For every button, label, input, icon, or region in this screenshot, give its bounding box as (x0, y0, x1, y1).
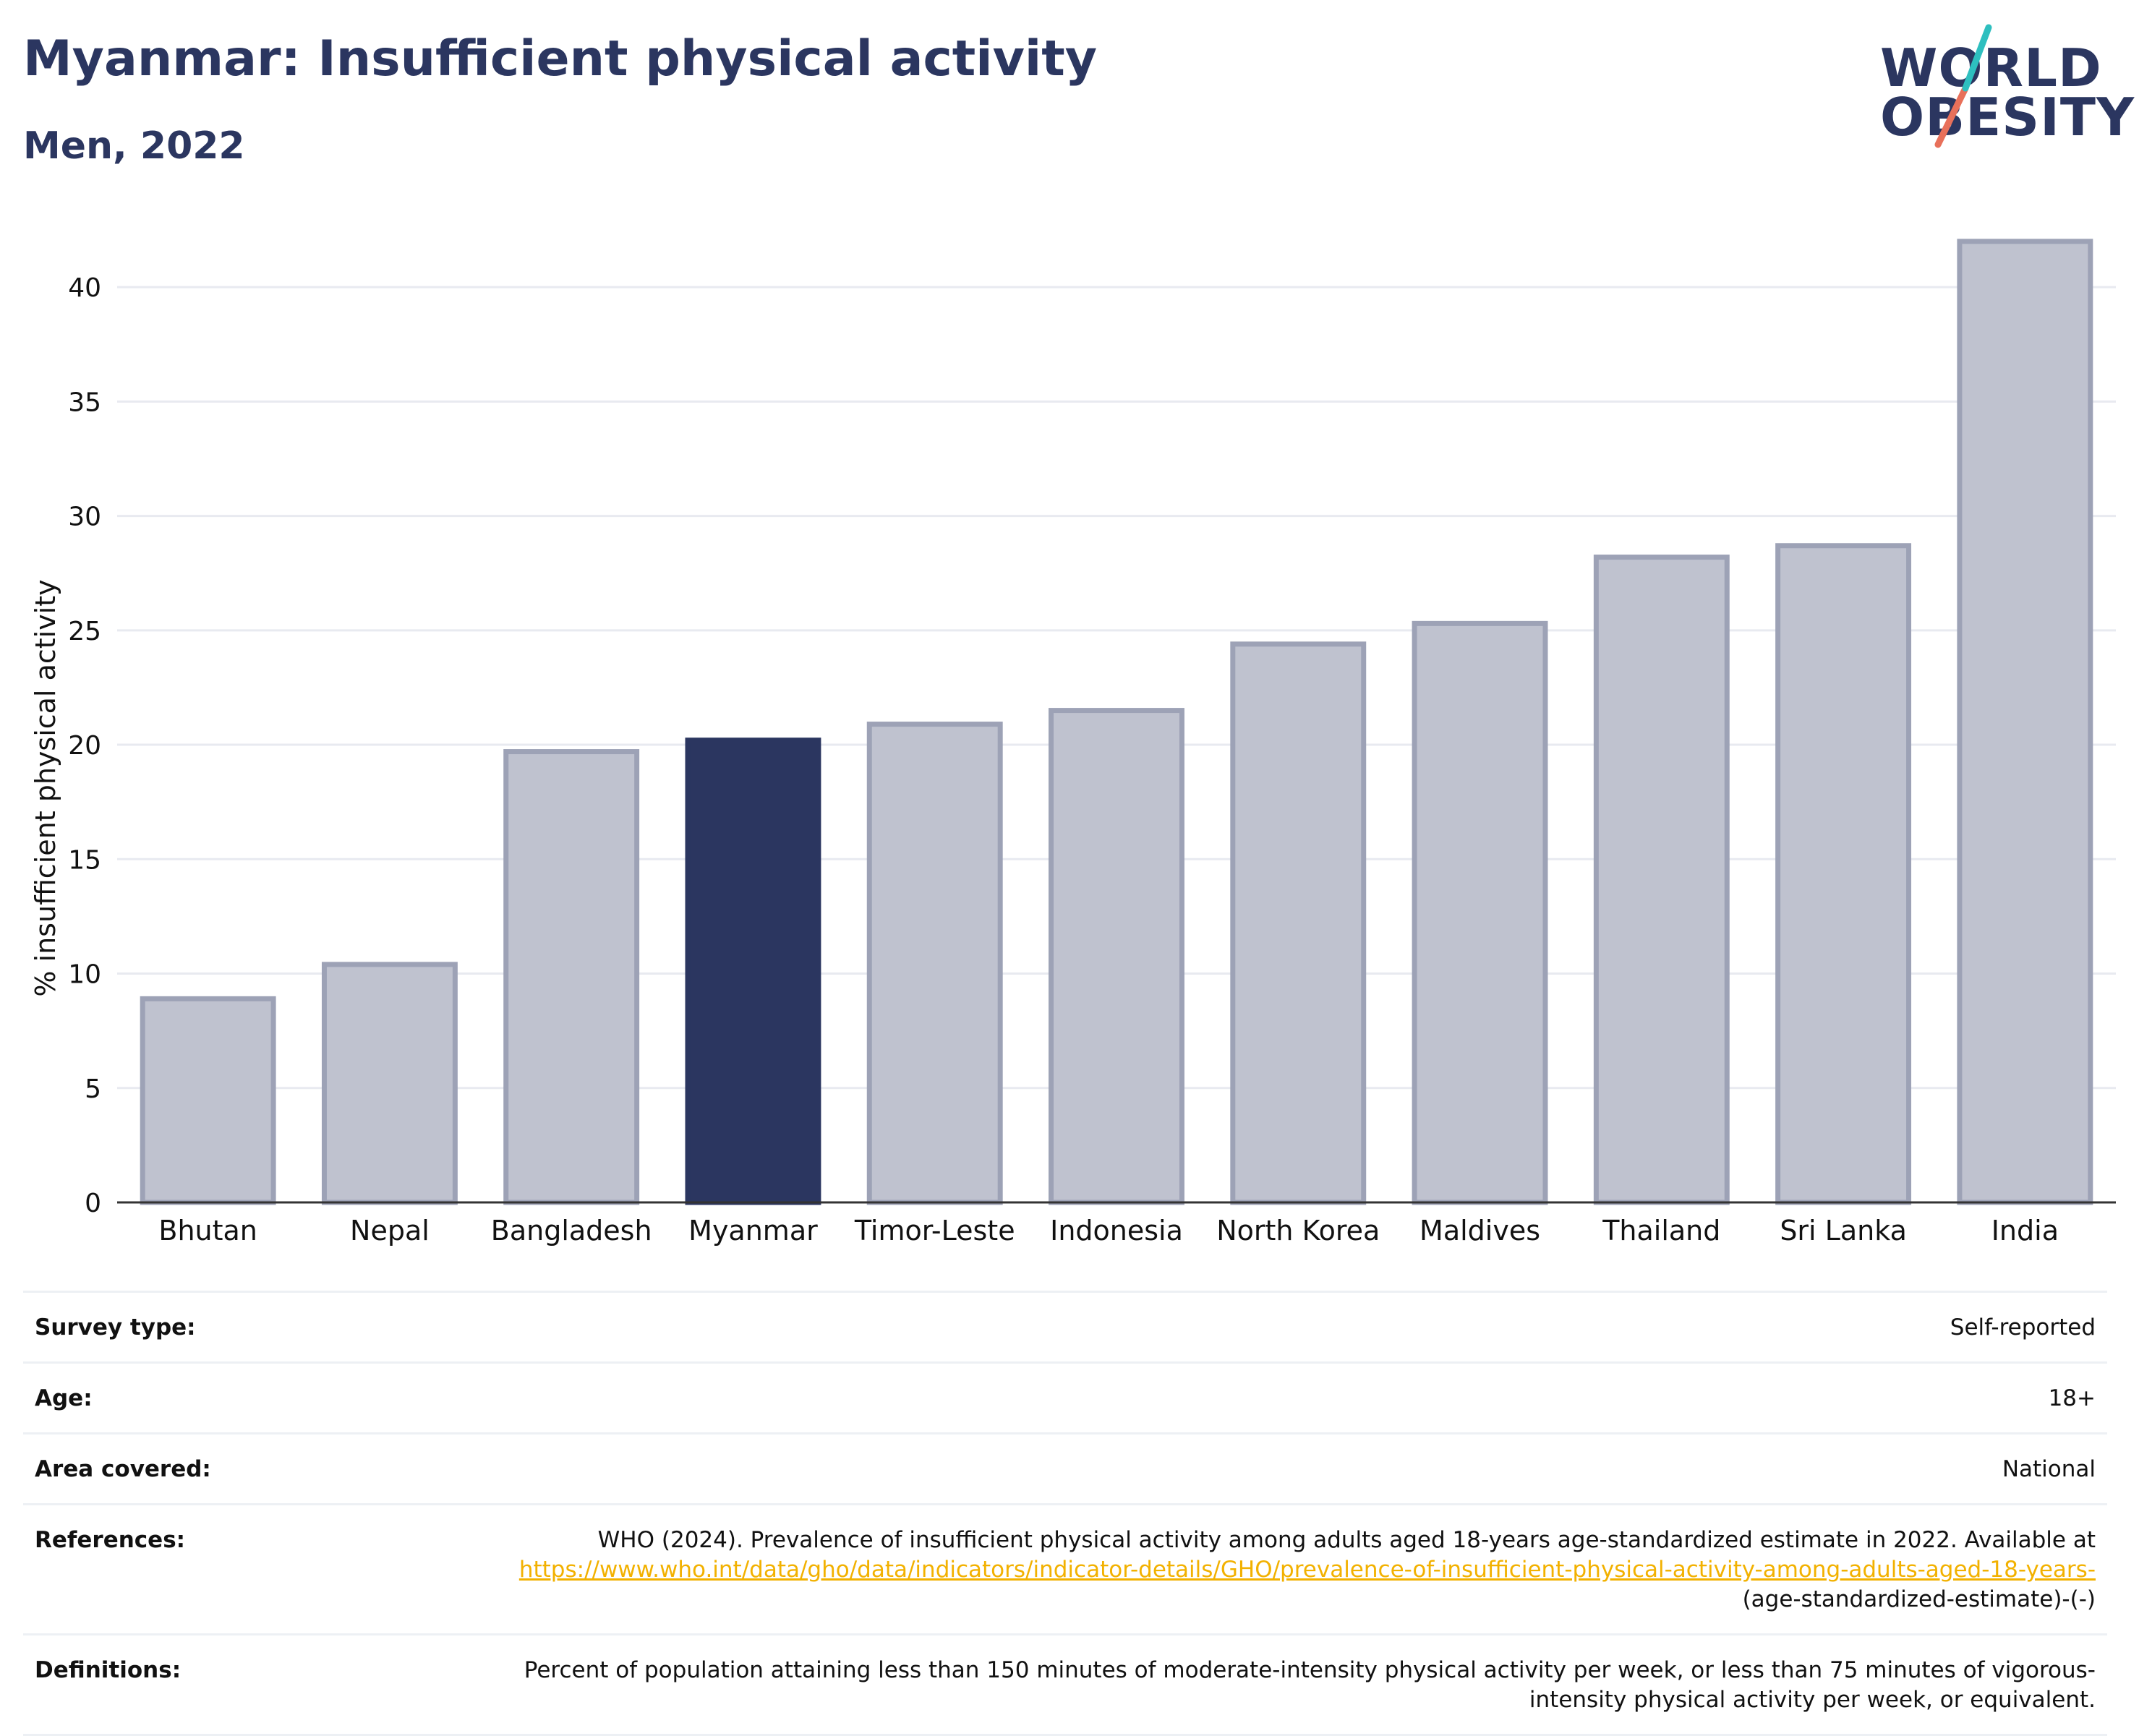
world-obesity-logo: WORLD OBESITY (1880, 22, 2134, 152)
chart-title: Myanmar: Insufficient physical activity (23, 30, 1098, 87)
details-row: References: WHO (2024). Prevalence of ins… (23, 1505, 2107, 1635)
x-tick-label: Bhutan (158, 1215, 257, 1247)
x-tick-label: Nepal (350, 1215, 430, 1247)
axes: 0 5 10 15 20 25 30 35 40 Bhutan Nepal Bangladesh Mya… (68, 273, 2116, 1247)
y-tick-label: 15 (68, 845, 101, 875)
y-tick-label: 40 (68, 273, 101, 303)
details-value: Percent of population attaining less tha… (524, 1657, 2096, 1713)
bar-bhutan (140, 996, 276, 1205)
bars (140, 239, 2093, 1205)
y-tick-label: 30 (68, 503, 101, 532)
details-label: Survey type: (35, 1314, 196, 1341)
bar-india (1957, 239, 2093, 1205)
bar-maldives (1412, 620, 1548, 1205)
bar-chart: 0 5 10 15 20 25 30 35 40 Bhutan Nepal Bangladesh Mya… (30, 239, 2116, 1247)
y-tick-label: 20 (68, 731, 101, 761)
x-tick-label: North Korea (1216, 1215, 1380, 1247)
details-row: Definitions: Percent of population attain… (23, 1635, 2107, 1736)
bar-thailand (1593, 555, 1730, 1205)
bar-bangladesh (503, 749, 640, 1205)
details-label: Age: (35, 1385, 93, 1411)
bar-nepal (321, 962, 458, 1205)
details-row: Area covered: National (23, 1434, 2107, 1505)
y-axis-label: % insufficient physical activity (30, 579, 61, 996)
x-tick-label: Timor-Leste (854, 1215, 1015, 1247)
bar-sri-lanka (1775, 543, 1912, 1205)
details-label: Definitions: (35, 1657, 182, 1683)
details-value: Self-reported (1950, 1314, 2096, 1341)
chart-subtitle: Men, 2022 (23, 124, 245, 168)
details-row: Age: 18+ (23, 1364, 2107, 1434)
details-value: 18+ (2048, 1385, 2096, 1411)
y-tick-label: 0 (85, 1189, 101, 1218)
x-tick-label: India (1991, 1215, 2059, 1247)
x-tick-label: Bangladesh (491, 1215, 652, 1247)
details-table: Survey type: Self-reported Age: 18+ Area cov… (23, 1291, 2107, 1736)
y-tick-label: 5 (85, 1074, 101, 1104)
logo-line-obesity: OBESITY (1880, 87, 2135, 147)
bar-timor-leste (866, 722, 1003, 1205)
details-value: National (2002, 1456, 2096, 1482)
logo-slash-icon (1934, 24, 1992, 148)
x-tick-label: Thailand (1602, 1215, 1720, 1247)
bar-north-korea (1230, 641, 1367, 1205)
reference-link[interactable]: https://www.who.int/data/gho/data/indica… (518, 1557, 2096, 1583)
bar-myanmar (685, 737, 821, 1205)
details-value: WHO (2024). Prevalence of insufficient p… (461, 1526, 2096, 1615)
y-tick-label: 25 (68, 617, 101, 646)
reference-suffix: (age-standardized-estimate)-(-) (1742, 1586, 2096, 1612)
details-label: Area covered: (35, 1456, 211, 1482)
details-label: References: (35, 1527, 186, 1553)
x-tick-label: Sri Lanka (1780, 1215, 1907, 1247)
x-tick-label: Maldives (1419, 1215, 1540, 1247)
details-row: Survey type: Self-reported (23, 1293, 2107, 1364)
x-tick-label: Indonesia (1050, 1215, 1183, 1247)
reference-text: WHO (2024). Prevalence of insufficient p… (597, 1527, 2096, 1553)
logo-line-world: WORLD (1880, 38, 2102, 98)
y-tick-label: 10 (68, 960, 101, 990)
x-tick-label: Myanmar (688, 1215, 818, 1247)
y-tick-label: 35 (68, 388, 101, 417)
bar-indonesia (1049, 708, 1184, 1205)
